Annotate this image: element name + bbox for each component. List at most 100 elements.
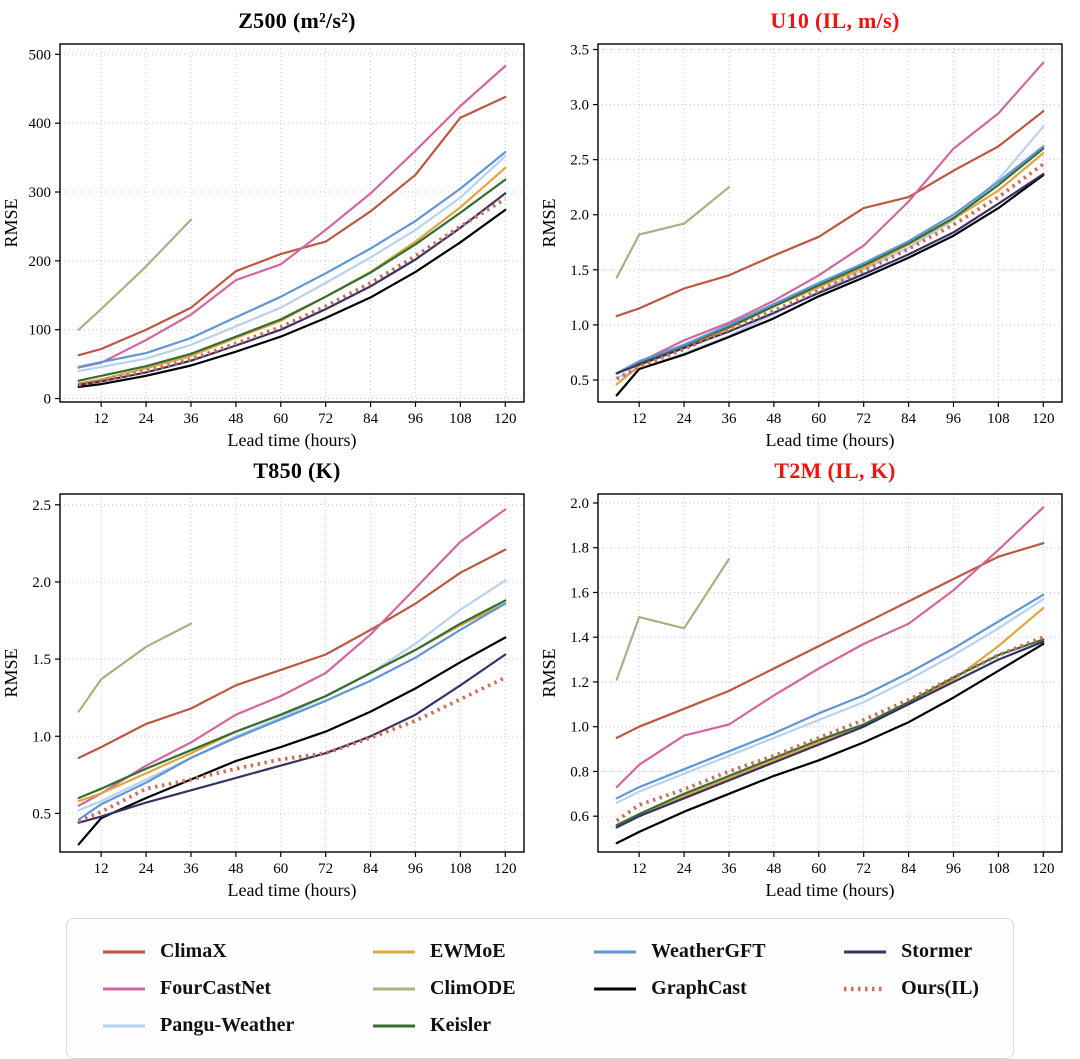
svg-text:120: 120 bbox=[1032, 411, 1055, 427]
legend-line-sample-pangu-weather bbox=[103, 1024, 145, 1027]
svg-text:60: 60 bbox=[273, 861, 288, 877]
svg-text:96: 96 bbox=[946, 411, 962, 427]
x-axis: 12 24 36 48 60 72 84 96 108 120 bbox=[94, 852, 517, 877]
series-graphcast bbox=[615, 642, 1045, 845]
series-fourcastnet bbox=[77, 64, 507, 369]
svg-text:120: 120 bbox=[494, 861, 517, 877]
legend-item-pangu-weather: Pangu-Weather bbox=[101, 1007, 294, 1044]
plot-frame bbox=[59, 43, 525, 403]
legend-item-ewmoe: EWMoE bbox=[371, 933, 516, 970]
plot-title-u10: U10 (IL, m/s) bbox=[770, 8, 900, 33]
svg-text:12: 12 bbox=[632, 861, 647, 877]
legend-line-sample-ewmoe bbox=[373, 950, 416, 953]
series-climode bbox=[77, 218, 193, 331]
legend-label-ewmoe: EWMoE bbox=[430, 940, 506, 962]
series-climode bbox=[615, 557, 731, 681]
series-ewmoe bbox=[615, 606, 1045, 829]
plot-frame bbox=[597, 493, 1063, 853]
plot-canvas-t2m: 12 24 36 48 60 72 84 96 108 120 0.6 0.8 1.0 1.2 1.4 1.6… bbox=[540, 493, 1063, 901]
legend-line-sample-weathergft bbox=[594, 950, 637, 953]
x-axis: 12 24 36 48 60 72 84 96 108 120 bbox=[632, 402, 1055, 427]
series-climode bbox=[77, 622, 193, 713]
series-ewmoe bbox=[77, 166, 507, 385]
series-stormer bbox=[77, 653, 507, 824]
y-axis-label: RMSE bbox=[540, 198, 559, 247]
series-keisler bbox=[615, 147, 1045, 375]
svg-text:96: 96 bbox=[408, 861, 424, 877]
gridlines bbox=[60, 44, 524, 402]
legend-column: WeatherGFT GraphCast bbox=[592, 933, 766, 1044]
legend-label-stormer: Stormer bbox=[901, 940, 973, 962]
series-group bbox=[615, 61, 1045, 397]
svg-text:1.8: 1.8 bbox=[570, 541, 589, 557]
legend-line-sample-keisler bbox=[373, 1024, 416, 1027]
svg-text:2.0: 2.0 bbox=[570, 496, 589, 512]
svg-text:1.0: 1.0 bbox=[570, 720, 589, 736]
legend-line-sample-ours-il- bbox=[844, 986, 887, 991]
series-stormer bbox=[615, 640, 1045, 829]
series-climax bbox=[615, 542, 1045, 739]
svg-text:1.6: 1.6 bbox=[570, 585, 589, 601]
svg-text:108: 108 bbox=[987, 861, 1010, 877]
svg-text:2.5: 2.5 bbox=[32, 498, 51, 514]
svg-text:36: 36 bbox=[721, 861, 737, 877]
legend-column: Stormer Ours(IL) bbox=[842, 933, 979, 1044]
plot-cell-t2m: T2M (IL, K) 12 24 36 48 60 72 84 96 108 120 0.6 0.8… bbox=[540, 456, 1078, 906]
series-weathergft bbox=[77, 602, 507, 821]
gridlines bbox=[598, 44, 1062, 402]
plot-canvas-z500: 12 24 36 48 60 72 84 96 108 120 0 100 200 300 400 500 Le… bbox=[2, 43, 525, 451]
legend-column: EWMoE ClimODE Keisler bbox=[371, 933, 516, 1044]
legend-item-graphcast: GraphCast bbox=[592, 970, 765, 1007]
x-axis-label: Lead time (hours) bbox=[228, 430, 357, 451]
y-axis: 0 100 200 300 400 500 bbox=[29, 47, 60, 408]
svg-text:84: 84 bbox=[363, 861, 379, 877]
y-axis-label: RMSE bbox=[2, 648, 21, 697]
x-axis-label: Lead time (hours) bbox=[228, 880, 357, 901]
plots-grid: Z500 (m²/s²) 12 24 36 48 60 72 84 96 108 120 0 100 2… bbox=[2, 6, 1078, 906]
x-axis-label: Lead time (hours) bbox=[766, 880, 895, 901]
svg-text:120: 120 bbox=[494, 411, 517, 427]
legend-label-climode: ClimODE bbox=[430, 977, 516, 999]
series-pangu-weather bbox=[615, 598, 1045, 804]
series-keisler bbox=[77, 599, 507, 800]
svg-text:3.5: 3.5 bbox=[570, 43, 589, 59]
series-pangu-weather bbox=[77, 155, 507, 373]
svg-text:48: 48 bbox=[766, 411, 781, 427]
svg-text:72: 72 bbox=[856, 861, 871, 877]
svg-text:24: 24 bbox=[139, 411, 155, 427]
svg-text:36: 36 bbox=[183, 411, 199, 427]
svg-text:300: 300 bbox=[29, 185, 52, 201]
legend-line-sample-stormer bbox=[844, 950, 887, 953]
series-group bbox=[615, 506, 1045, 845]
series-fourcastnet bbox=[615, 61, 1045, 375]
series-group bbox=[77, 508, 507, 846]
svg-text:0.6: 0.6 bbox=[570, 809, 589, 825]
series-weathergft bbox=[615, 145, 1045, 375]
legend-label-pangu-weather: Pangu-Weather bbox=[160, 1014, 295, 1036]
svg-text:2.5: 2.5 bbox=[570, 153, 589, 169]
series-ewmoe bbox=[77, 602, 507, 803]
svg-text:60: 60 bbox=[811, 861, 826, 877]
series-keisler bbox=[77, 178, 507, 382]
legend-item-fourcastnet: FourCastNet bbox=[101, 970, 294, 1007]
x-axis: 12 24 36 48 60 72 84 96 108 120 bbox=[94, 402, 517, 427]
svg-text:60: 60 bbox=[811, 411, 826, 427]
svg-text:72: 72 bbox=[318, 411, 333, 427]
svg-text:400: 400 bbox=[29, 116, 52, 132]
svg-text:12: 12 bbox=[94, 411, 109, 427]
series-climode bbox=[615, 186, 731, 279]
legend-item-keisler: Keisler bbox=[371, 1007, 516, 1044]
svg-text:0.5: 0.5 bbox=[570, 373, 589, 389]
svg-text:84: 84 bbox=[901, 411, 917, 427]
series-graphcast bbox=[615, 174, 1045, 397]
svg-text:100: 100 bbox=[29, 323, 52, 339]
svg-text:200: 200 bbox=[29, 254, 52, 270]
svg-text:3.0: 3.0 bbox=[570, 98, 589, 114]
series-ours-il- bbox=[77, 675, 507, 823]
svg-text:108: 108 bbox=[449, 861, 472, 877]
plot-canvas-t850: 12 24 36 48 60 72 84 96 108 120 0.5 1.0 1.5 2.0 2.5 Lea… bbox=[2, 493, 525, 901]
legend-line-sample-climax bbox=[103, 950, 145, 953]
svg-text:96: 96 bbox=[946, 861, 962, 877]
y-axis: 0.5 1.0 1.5 2.0 2.5 3.0 3.5 bbox=[570, 43, 598, 389]
